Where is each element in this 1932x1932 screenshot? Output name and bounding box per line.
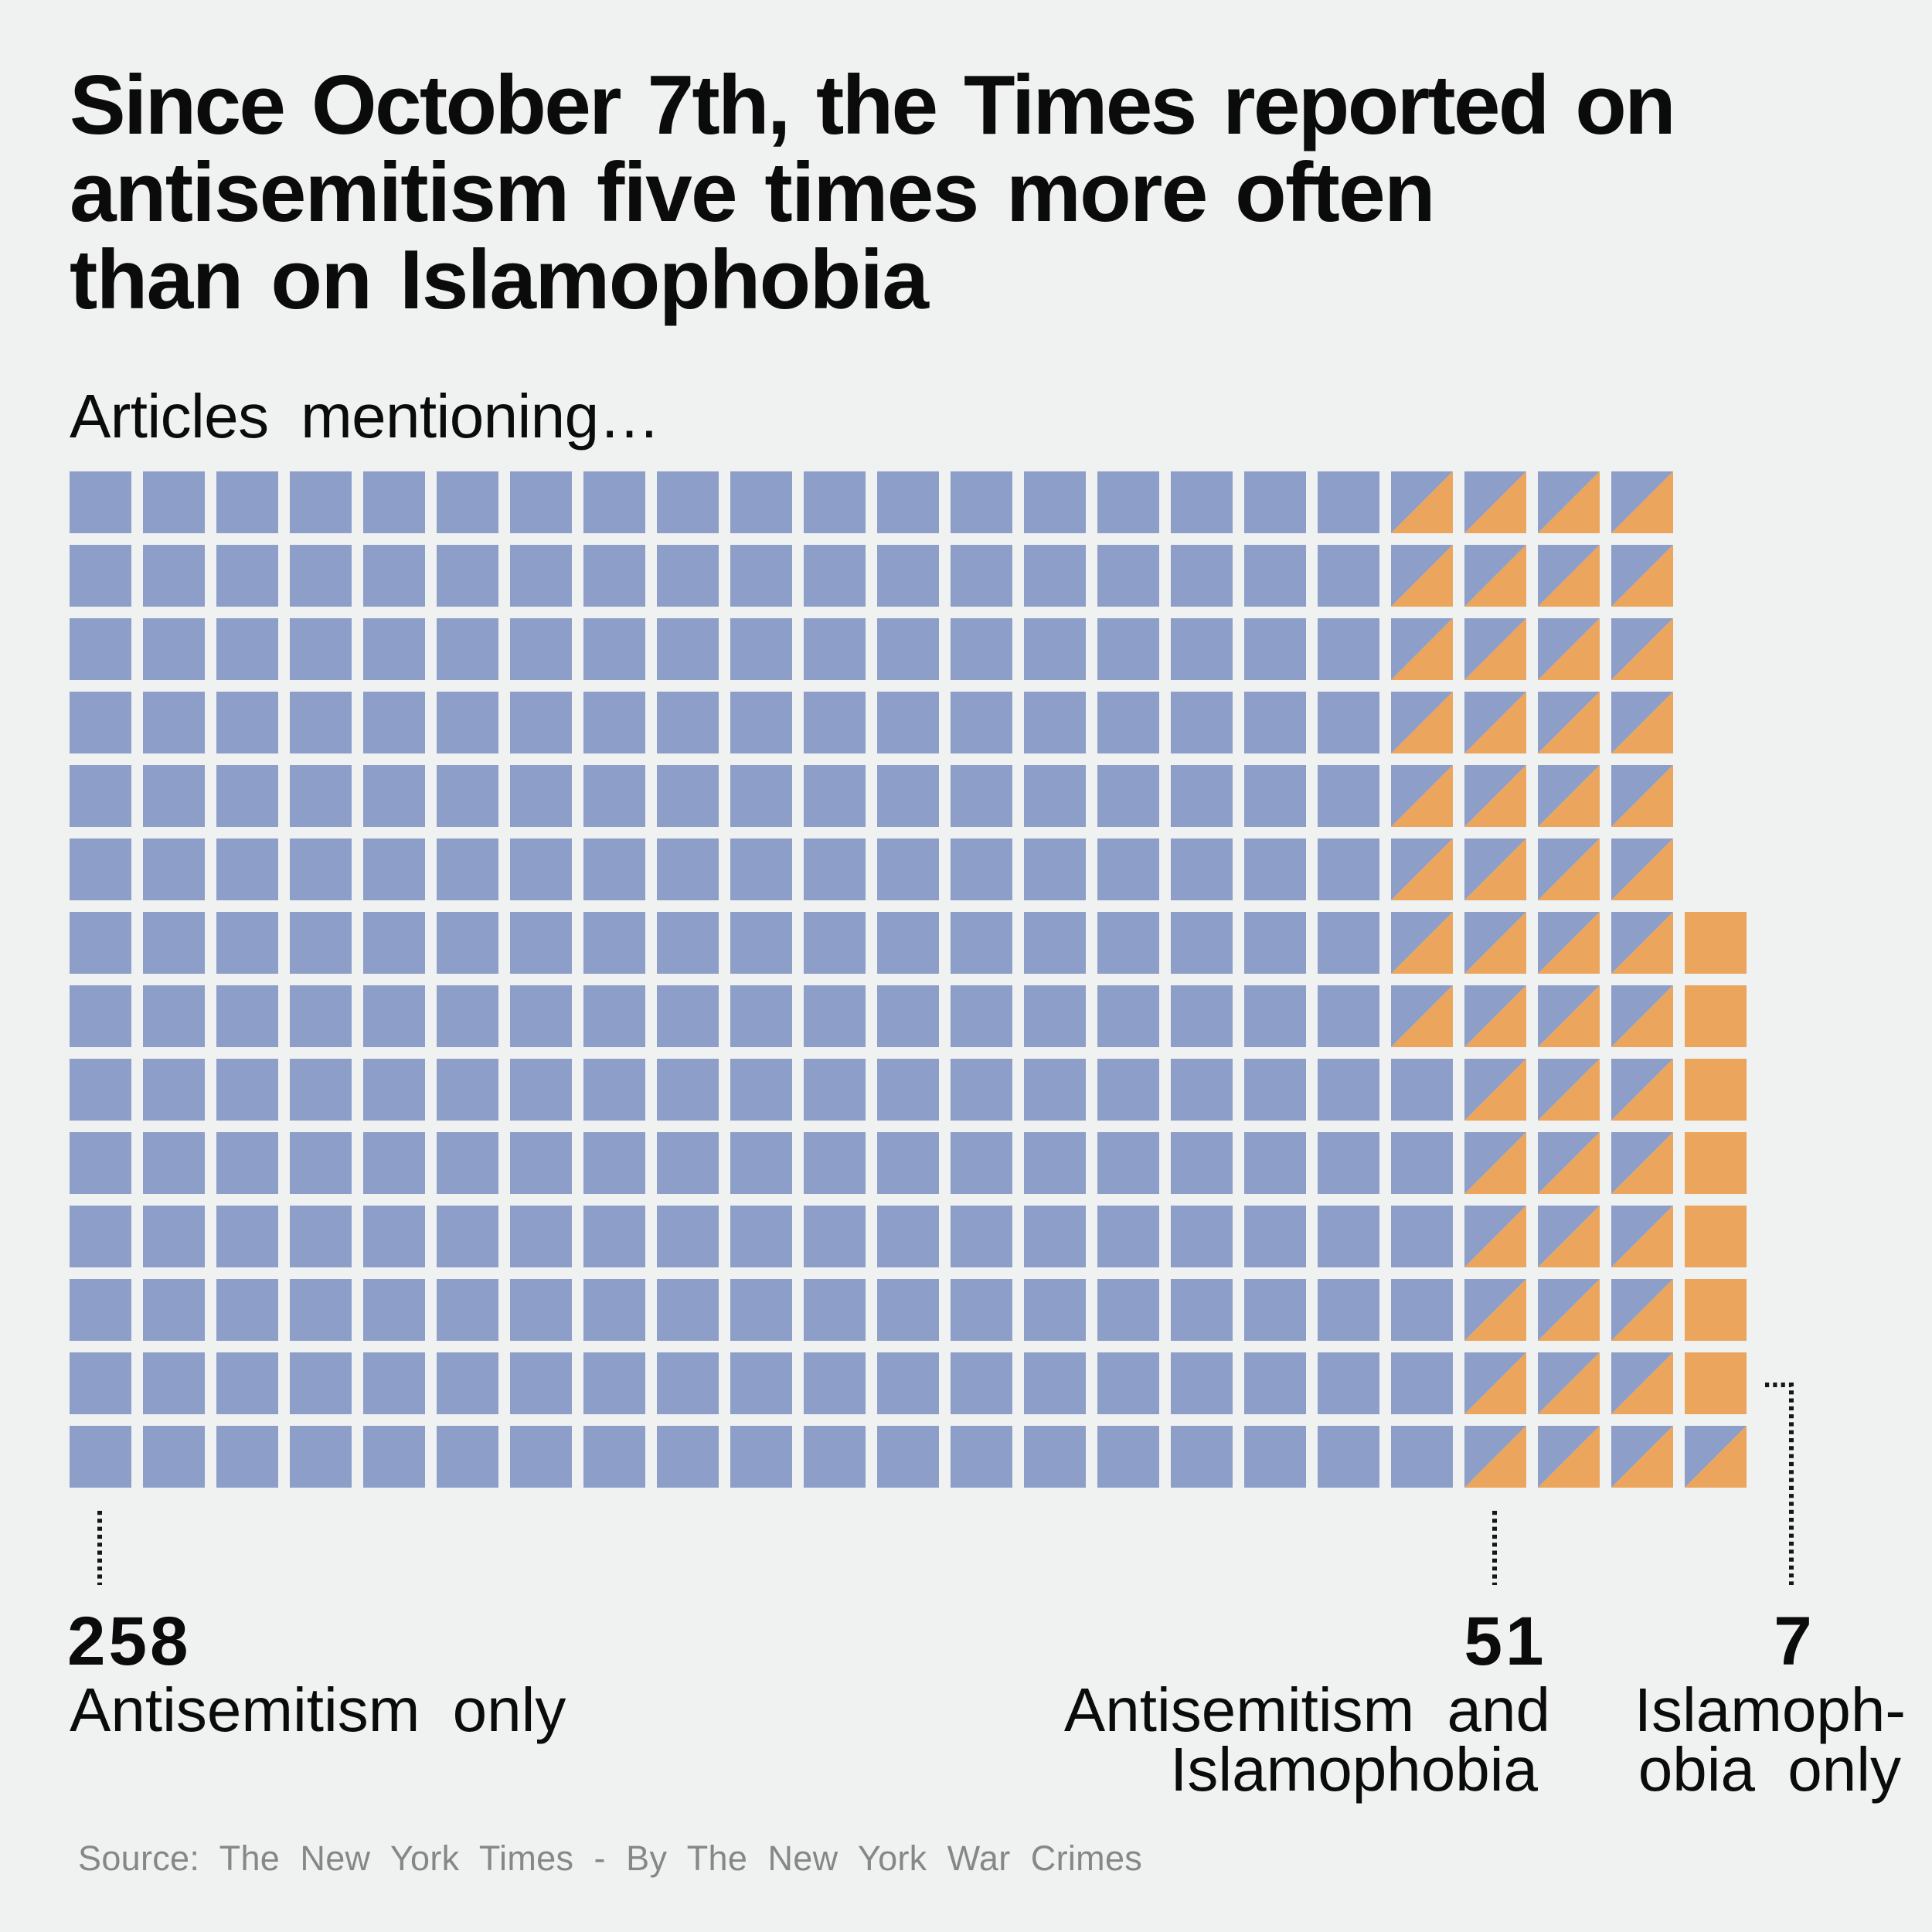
svg-text:Articles mentioning…: Articles mentioning… xyxy=(70,382,660,451)
svg-text:obia only: obia only xyxy=(1638,1735,1901,1804)
svg-text:7: 7 xyxy=(1774,1602,1812,1679)
svg-text:antisemitism five times more o: antisemitism five times more often xyxy=(70,145,1434,240)
svg-text:Islamophobia: Islamophobia xyxy=(1170,1735,1538,1804)
svg-text:Since October 7th, the Times r: Since October 7th, the Times reported on xyxy=(70,58,1674,152)
svg-text:than on Islamophobia: than on Islamophobia xyxy=(70,233,930,327)
svg-text:Islamoph-: Islamoph- xyxy=(1634,1675,1906,1744)
svg-text:Antisemitism and: Antisemitism and xyxy=(1064,1675,1550,1744)
svg-text:258: 258 xyxy=(67,1602,192,1679)
svg-text:51: 51 xyxy=(1464,1602,1547,1679)
svg-text:Antisemitism only: Antisemitism only xyxy=(70,1675,566,1744)
svg-text:Source: The New York Times - B: Source: The New York Times - By The New … xyxy=(78,1838,1142,1878)
